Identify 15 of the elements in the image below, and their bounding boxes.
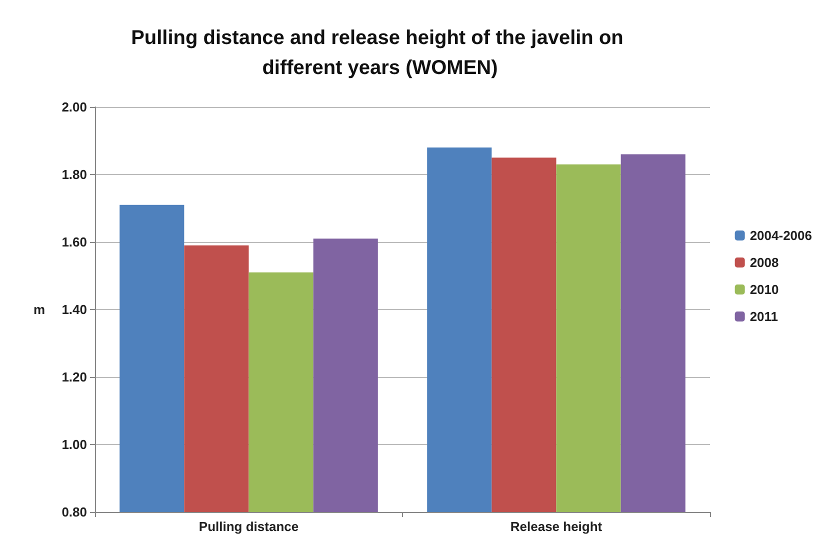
y-tick-label: 1.40 bbox=[62, 302, 87, 317]
x-tick-label: Release height bbox=[510, 519, 603, 534]
y-tick-label: 1.80 bbox=[62, 167, 87, 182]
y-tick-label: 0.80 bbox=[62, 504, 87, 520]
y-tick-label: 1.00 bbox=[62, 437, 87, 452]
legend-label: 2004-2006 bbox=[750, 228, 812, 243]
y-tick-label: 1.60 bbox=[62, 234, 87, 250]
y-axis-title: m bbox=[33, 302, 45, 317]
legend-label: 2010 bbox=[750, 282, 779, 297]
legend-label: 2011 bbox=[750, 309, 778, 324]
y-tick-label: 1.20 bbox=[62, 370, 87, 384]
legend-label: 2008 bbox=[750, 255, 779, 270]
y-tick-label: 2.00 bbox=[62, 100, 87, 114]
x-tick-label: Pulling distance bbox=[198, 519, 299, 534]
chart-title: Pulling distance and release height of the javelin on different years (WOMEN) bbox=[131, 27, 629, 79]
